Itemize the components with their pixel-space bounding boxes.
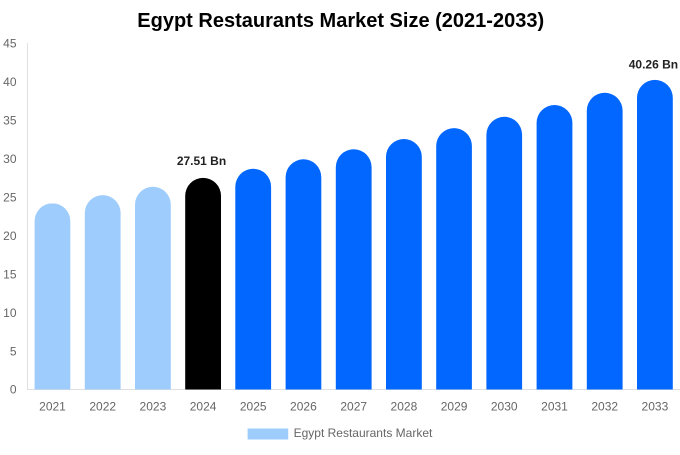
svg-text:2033: 2033 <box>642 400 669 414</box>
svg-text:2024: 2024 <box>190 400 217 414</box>
svg-text:5: 5 <box>10 344 17 358</box>
svg-text:2027: 2027 <box>340 400 367 414</box>
svg-text:10: 10 <box>3 306 17 320</box>
svg-text:40.26 Bn: 40.26 Bn <box>629 57 678 71</box>
svg-text:25: 25 <box>3 190 17 204</box>
svg-text:45: 45 <box>3 37 17 51</box>
svg-text:2023: 2023 <box>140 400 167 414</box>
svg-text:0: 0 <box>10 383 17 397</box>
svg-text:2030: 2030 <box>491 400 518 414</box>
svg-text:27.51 Bn: 27.51 Bn <box>177 154 226 168</box>
svg-text:2028: 2028 <box>391 400 418 414</box>
svg-text:2025: 2025 <box>240 400 267 414</box>
svg-text:Egypt Restaurants Market: Egypt Restaurants Market <box>294 426 433 440</box>
svg-text:15: 15 <box>3 267 17 281</box>
svg-text:2029: 2029 <box>441 400 468 414</box>
svg-text:30: 30 <box>3 152 17 166</box>
svg-text:2032: 2032 <box>591 400 618 414</box>
svg-text:2021: 2021 <box>39 400 66 414</box>
svg-text:Egypt Restaurants Market Size: Egypt Restaurants Market Size (2021-2033… <box>137 10 544 32</box>
svg-text:40: 40 <box>3 75 17 89</box>
svg-text:2031: 2031 <box>541 400 568 414</box>
svg-text:35: 35 <box>3 113 17 127</box>
svg-text:2026: 2026 <box>290 400 317 414</box>
svg-text:20: 20 <box>3 229 17 243</box>
svg-text:2022: 2022 <box>89 400 116 414</box>
